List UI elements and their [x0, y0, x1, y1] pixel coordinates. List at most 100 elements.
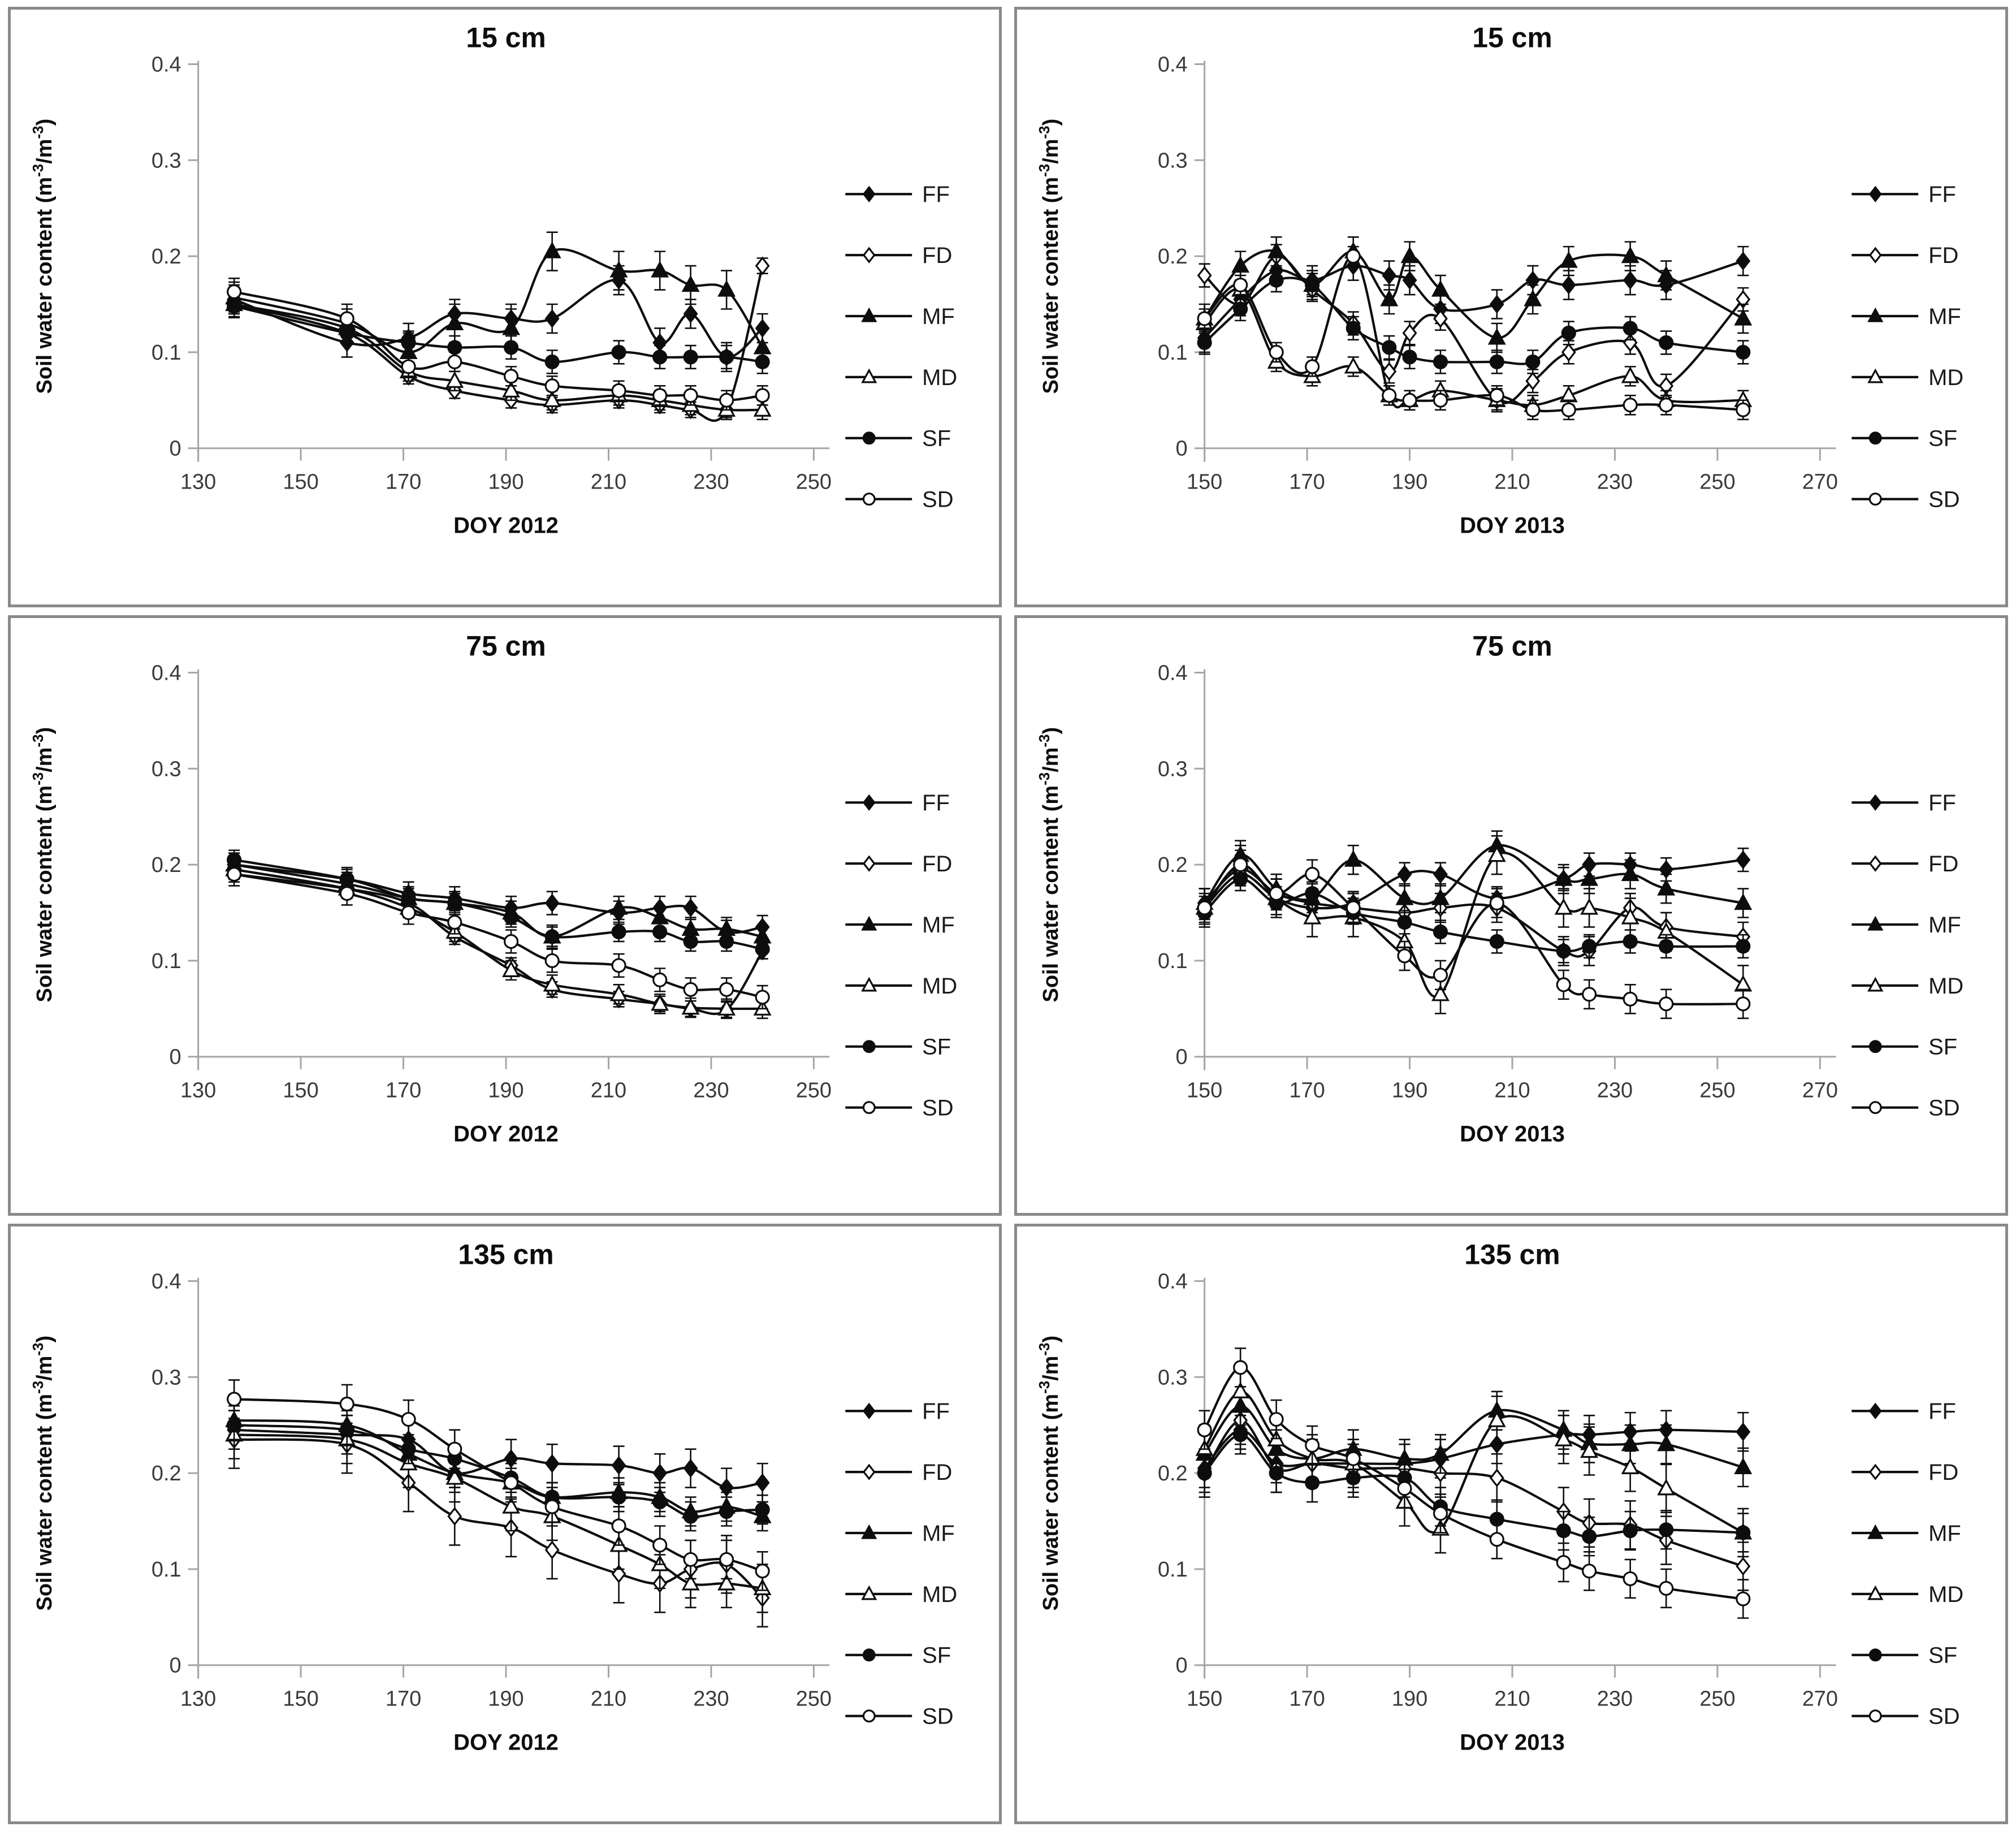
open-circle-marker — [1305, 867, 1320, 882]
legend-label-FF: FF — [922, 182, 950, 207]
tick-labels: 0 0.1 0.2 0.3 0.4 130 150 170 190 210 230 250 — [152, 1269, 832, 1711]
filled-circle-marker — [1659, 1522, 1674, 1538]
legend-filled-circle-icon — [1868, 1040, 1882, 1053]
filled-circle-marker — [1489, 934, 1504, 949]
x-tick-label: 210 — [1494, 470, 1530, 494]
filled-circle-marker — [1346, 321, 1361, 336]
legend-open-diamond-icon — [1868, 1463, 1882, 1480]
filled-circle-marker — [1556, 1523, 1571, 1539]
x-tick-label: 150 — [1187, 1687, 1222, 1711]
open-circle-marker — [1433, 968, 1448, 983]
y-tick-label: 0.4 — [152, 661, 181, 685]
open-triangle-marker — [1344, 357, 1362, 374]
tick-labels: 0 0.1 0.2 0.3 0.4 150 170 190 210 230 250 270 — [1158, 1269, 1838, 1711]
x-tick-label: 150 — [283, 1079, 318, 1103]
open-circle-marker — [401, 1411, 416, 1427]
open-triangle-marker — [717, 999, 736, 1016]
open-circle-marker — [1525, 402, 1541, 417]
legend-filled-diamond-icon — [862, 794, 876, 811]
error-bars-SF — [1199, 267, 1749, 374]
filled-circle-marker — [544, 354, 560, 369]
open-circle-marker — [1397, 948, 1412, 964]
x-tick-label: 210 — [1494, 1687, 1530, 1711]
chart-svg: 0 0.1 0.2 0.3 0.4 150 170 190 210 230 250 270 15 cm D… — [1036, 22, 1963, 538]
open-circle-marker — [611, 1518, 626, 1534]
filled-diamond-marker — [1402, 270, 1417, 290]
filled-triangle-marker — [681, 275, 700, 292]
x-tick-label: 150 — [1187, 470, 1222, 494]
open-circle-marker — [227, 284, 242, 299]
filled-circle-marker — [1197, 1466, 1212, 1481]
x-tick-label: 210 — [1494, 1079, 1530, 1103]
filled-circle-marker — [683, 934, 698, 949]
legend-label-FF: FF — [922, 1399, 950, 1424]
legend-open-diamond-icon — [862, 247, 876, 264]
x-tick-label: 270 — [1802, 1079, 1838, 1103]
open-triangle-marker — [1554, 898, 1573, 915]
filled-circle-marker — [1397, 914, 1412, 930]
open-diamond-marker — [1489, 1469, 1504, 1488]
filled-circle-marker — [1623, 934, 1638, 949]
open-circle-marker — [447, 914, 462, 930]
open-diamond-marker — [544, 1540, 560, 1560]
filled-circle-marker — [1269, 1466, 1284, 1481]
y-tick-label: 0.3 — [1158, 757, 1188, 781]
x-tick-label: 130 — [180, 1079, 216, 1103]
filled-circle-marker — [1736, 1525, 1751, 1540]
series-line-FF — [233, 863, 763, 934]
y-tick-label: 0 — [170, 1654, 181, 1678]
open-triangle-marker — [753, 400, 772, 417]
filled-circle-marker — [339, 1422, 354, 1437]
legend-filled-diamond-icon — [862, 185, 876, 202]
legend-open-circle-icon — [1868, 1101, 1882, 1115]
x-tick-label: 170 — [1289, 1687, 1325, 1711]
series-markers-SF — [1197, 871, 1751, 958]
open-circle-marker — [1233, 1360, 1248, 1375]
open-triangle-marker — [1580, 898, 1599, 915]
filled-diamond-marker — [1382, 266, 1397, 285]
legend-label-FD: FD — [1928, 852, 1958, 876]
y-axis-title: Soil water content (m-3/m-3) — [1036, 119, 1063, 394]
tick-labels: 0 0.1 0.2 0.3 0.4 130 150 170 190 210 230 250 — [152, 661, 832, 1102]
open-triangle-marker — [1621, 366, 1639, 383]
x-tick-label: 270 — [1802, 1687, 1838, 1711]
axes — [1194, 61, 1836, 462]
open-triangle-marker — [1303, 908, 1322, 925]
open-circle-marker — [1556, 1554, 1571, 1570]
open-circle-marker — [1269, 886, 1284, 901]
series-markers-MF — [225, 854, 772, 944]
x-tick-label: 250 — [796, 1687, 832, 1711]
filled-diamond-marker — [652, 1463, 668, 1483]
filled-triangle-marker — [1344, 850, 1362, 867]
x-tick-label: 250 — [1699, 470, 1735, 494]
filled-circle-marker — [504, 340, 519, 355]
series-markers-SD — [1197, 857, 1751, 1012]
filled-triangle-marker — [1267, 241, 1286, 258]
filled-circle-marker — [652, 924, 668, 940]
open-triangle-marker — [681, 997, 700, 1015]
legend-label-SD: SD — [1928, 487, 1959, 512]
open-circle-marker — [1659, 1580, 1674, 1596]
filled-circle-marker — [1489, 354, 1504, 369]
series-line-MF — [233, 248, 764, 354]
legend-filled-triangle-icon — [1867, 1524, 1884, 1539]
filled-circle-marker — [1433, 354, 1448, 369]
x-tick-label: 190 — [1392, 470, 1427, 494]
filled-circle-marker — [683, 1509, 698, 1524]
open-circle-marker — [339, 311, 354, 326]
open-circle-marker — [1736, 996, 1751, 1012]
open-triangle-marker — [1657, 1478, 1676, 1496]
open-circle-marker — [544, 1499, 560, 1514]
legend: FF FD MF MD SF SD — [845, 182, 957, 512]
tick-labels: 0 0.1 0.2 0.3 0.4 150 170 190 210 230 250 270 — [1158, 53, 1838, 494]
open-triangle-marker — [543, 390, 561, 407]
open-circle-marker — [544, 378, 560, 394]
legend-label-SF: SF — [922, 1643, 951, 1668]
filled-circle-marker — [611, 344, 626, 360]
panel-15cm-doy2013: 0 0.1 0.2 0.3 0.4 150 170 190 210 230 250 270 15 cm D… — [1014, 7, 2008, 607]
y-tick-label: 0.3 — [1158, 149, 1188, 172]
x-axis-title: DOY 2012 — [453, 513, 559, 538]
panel-title: 135 cm — [458, 1239, 553, 1271]
x-tick-label: 210 — [591, 1079, 626, 1103]
open-circle-marker — [1556, 977, 1571, 992]
